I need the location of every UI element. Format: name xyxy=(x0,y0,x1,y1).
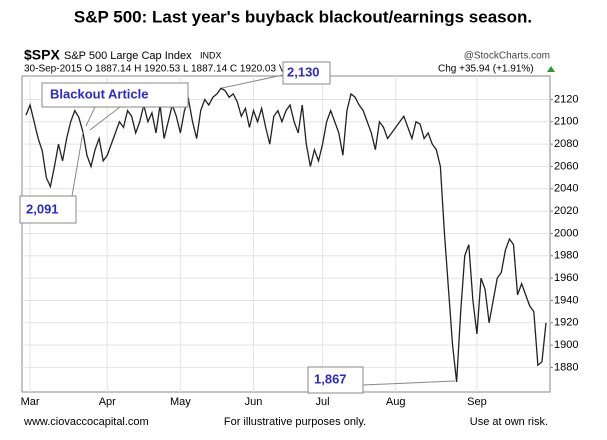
connector xyxy=(71,131,84,197)
plot-frame xyxy=(21,75,551,393)
x-tick-label: Jun xyxy=(245,396,263,408)
y-tick-label: 1980 xyxy=(554,250,578,262)
symbol: $SPX xyxy=(24,47,60,63)
y-tick-label: 1920 xyxy=(554,317,578,329)
change: Chg +35.94 (+1.91%) xyxy=(438,64,534,75)
connector xyxy=(89,106,121,131)
x-tick-label: Aug xyxy=(386,396,406,408)
annotation-box xyxy=(307,366,364,394)
x-tick-label: Jul xyxy=(316,396,330,408)
x-tick-label: Apr xyxy=(99,396,116,408)
y-tick-label: 2040 xyxy=(554,183,578,195)
footer: For illustrative purposes only. xyxy=(224,416,366,428)
footer: www.ciovaccocapital.com xyxy=(23,416,149,428)
annotation-box xyxy=(19,195,77,224)
y-tick-label: 1960 xyxy=(554,272,578,284)
plot: 1880 1900 1920 1940 1960 1980 2000 2020 2040 2060… xyxy=(21,76,578,408)
annotation: 2,130 xyxy=(287,64,320,79)
annotation: Blackout Article xyxy=(50,86,149,101)
chart-title: S&P 500: Last year's buyback blackout/ea… xyxy=(74,7,532,26)
connector xyxy=(362,380,456,386)
y-tick-label: 1940 xyxy=(554,294,578,306)
annotation-box xyxy=(282,61,331,85)
up-arrow xyxy=(547,66,555,72)
quote: 30-Sep-2015 O 1887.14 H 1920.53 L 1887.1… xyxy=(24,64,309,75)
index-name: S&P 500 Large Cap Index xyxy=(64,50,192,62)
connector xyxy=(85,106,96,127)
y-tick-label: 2080 xyxy=(554,138,578,150)
y-tick-label: 2100 xyxy=(554,116,578,128)
footer: Use at own risk. xyxy=(470,416,548,428)
annotation: 1,867 xyxy=(314,371,347,386)
source: @StockCharts.com xyxy=(464,51,550,62)
connector xyxy=(221,74,284,89)
y-tick-label: 2120 xyxy=(554,93,578,105)
y-tick-label: 1880 xyxy=(554,361,578,373)
y-tick-label: 1900 xyxy=(554,339,578,351)
exchange: INDX xyxy=(200,50,222,60)
x-tick-label: Mar xyxy=(21,396,40,408)
x-tick-label: Sep xyxy=(467,396,487,408)
y-tick-label: 2060 xyxy=(554,160,578,172)
y-tick-label: 2020 xyxy=(554,205,578,217)
price-line xyxy=(25,87,547,383)
x-tick-label: May xyxy=(170,396,191,408)
annotation: 2,091 xyxy=(26,201,59,216)
y-tick-label: 2000 xyxy=(554,227,578,239)
annotation-box xyxy=(41,82,189,108)
